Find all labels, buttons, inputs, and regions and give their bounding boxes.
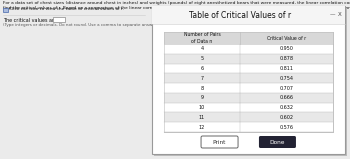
Text: 10: 10 [199, 105, 205, 110]
Text: For a data set of chest sizes (distance around chest in inches) and weights (pou: For a data set of chest sizes (distance … [3, 1, 350, 5]
Bar [164, 103, 333, 112]
Text: Click the icon to view the table of critical values of r.: Click the icon to view the table of crit… [9, 7, 124, 11]
FancyBboxPatch shape [259, 136, 296, 148]
Text: X: X [338, 13, 342, 17]
Text: 0.632: 0.632 [280, 105, 294, 110]
Text: Table of Critical Values of r: Table of Critical Values of r [189, 10, 292, 20]
Text: Print: Print [213, 139, 226, 145]
Bar [164, 93, 333, 103]
Bar [164, 112, 333, 122]
Text: 9: 9 [201, 95, 204, 100]
Text: find the critical values of r. Based on a comparison of the linear correlation c: find the critical values of r. Based on … [3, 6, 350, 10]
Bar [53, 17, 65, 21]
Text: (Type integers or decimals. Do not round. Use a comma to separate answers as nee: (Type integers or decimals. Do not round… [3, 23, 184, 27]
Text: 8: 8 [201, 86, 204, 90]
Bar [164, 44, 333, 54]
Text: 0.754: 0.754 [280, 76, 294, 81]
Text: 0.602: 0.602 [280, 115, 294, 120]
Bar [3, 7, 8, 11]
Bar [164, 64, 333, 73]
Text: 12: 12 [199, 125, 205, 130]
Bar [164, 73, 333, 83]
Text: 0.878: 0.878 [280, 56, 294, 61]
Text: 0.707: 0.707 [280, 86, 294, 90]
Text: 0.950: 0.950 [280, 46, 293, 51]
Bar [154, 8, 347, 156]
Text: 4: 4 [201, 46, 204, 51]
Bar [152, 6, 345, 154]
FancyBboxPatch shape [201, 136, 238, 148]
Text: 0.576: 0.576 [280, 125, 294, 130]
Text: —: — [329, 13, 335, 17]
Bar [164, 54, 333, 64]
Text: Number of Pairs
of Data n: Number of Pairs of Data n [184, 32, 220, 44]
Text: 11: 11 [199, 115, 205, 120]
Bar [152, 6, 345, 24]
Text: 6: 6 [201, 66, 204, 71]
Text: Critical Value of r: Critical Value of r [267, 35, 306, 41]
Text: 0.666: 0.666 [280, 95, 294, 100]
Bar [164, 122, 333, 132]
Text: 7: 7 [201, 76, 204, 81]
Text: Done: Done [270, 139, 285, 145]
Bar [164, 32, 333, 132]
Bar [164, 83, 333, 93]
Text: The critical values are: The critical values are [3, 18, 57, 23]
Text: 5: 5 [201, 56, 204, 61]
Text: 0.811: 0.811 [280, 66, 294, 71]
Bar [164, 32, 333, 44]
